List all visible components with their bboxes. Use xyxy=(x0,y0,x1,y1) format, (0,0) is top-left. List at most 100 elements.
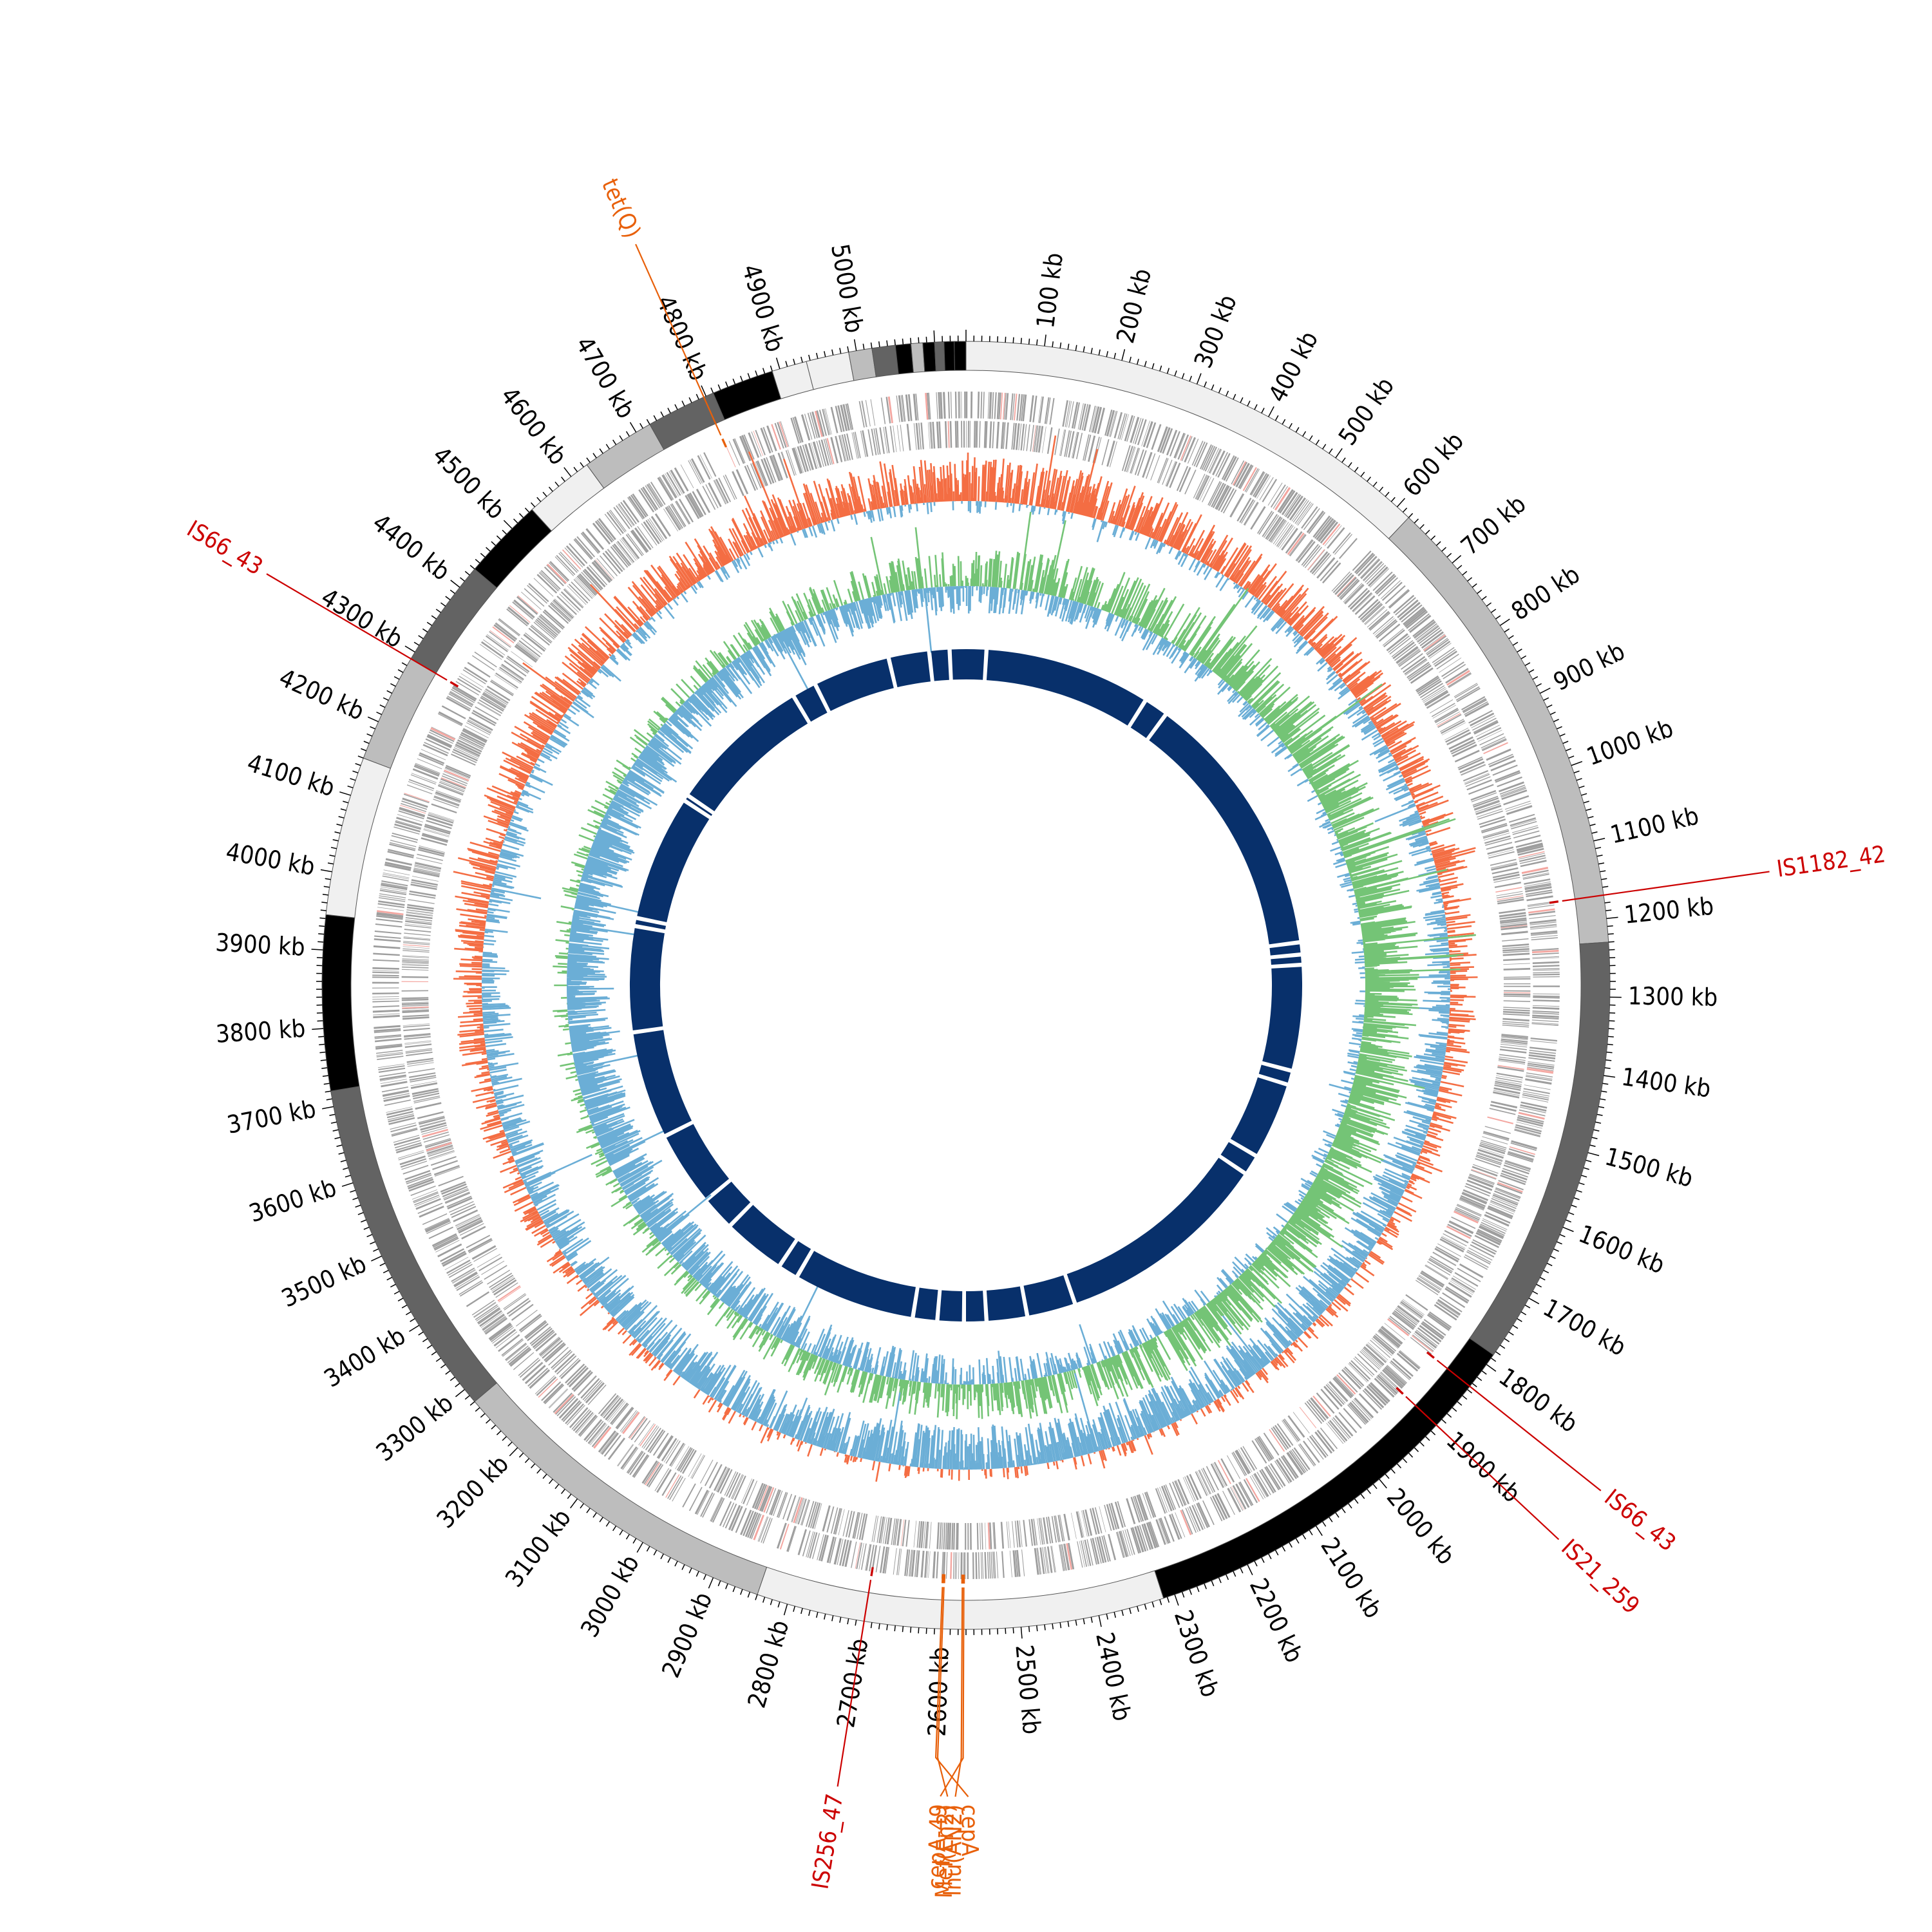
alignment-block xyxy=(633,1030,692,1134)
feature-leader-line xyxy=(635,243,722,436)
tick-label: 2700 kb xyxy=(831,1636,873,1730)
tick-label: 400 kb xyxy=(1263,327,1323,406)
feature-leader-line xyxy=(1405,1396,1560,1540)
feature-label: lnu(AN2) xyxy=(940,1804,967,1897)
tick-label: 100 kb xyxy=(1031,251,1068,330)
contig-segment xyxy=(806,352,855,390)
tick-label: 1500 kb xyxy=(1602,1142,1696,1193)
feature-leader-line xyxy=(1562,871,1770,902)
contig-segment xyxy=(934,341,945,372)
feature-leader-line xyxy=(940,1587,965,1797)
feature-label: IS256_47 xyxy=(807,1792,848,1891)
alignment-block xyxy=(1023,1275,1074,1316)
alignment-block xyxy=(795,685,828,722)
alignment-block xyxy=(931,649,949,681)
alignment-block xyxy=(939,1290,963,1321)
tick-label: 1000 kb xyxy=(1583,714,1677,771)
alignment-block xyxy=(1130,702,1164,739)
contig-segment xyxy=(922,341,936,372)
alignment-block xyxy=(1258,1065,1291,1083)
tick-label: 4700 kb xyxy=(570,332,640,423)
alignment-block xyxy=(686,797,713,817)
gc-skew-positive xyxy=(453,435,1478,1482)
tick-label: 3200 kb xyxy=(431,1450,515,1534)
alignment-block xyxy=(986,1286,1026,1321)
tick-label: 1900 kb xyxy=(1441,1426,1526,1508)
tick-label: 4900 kb xyxy=(737,261,790,355)
tick-label: 200 kb xyxy=(1111,266,1157,346)
contig-segment xyxy=(895,343,914,375)
feature-marker xyxy=(721,438,728,448)
alignment-block xyxy=(637,802,710,922)
feature-label: cepA xyxy=(956,1804,983,1857)
alignment-ring xyxy=(630,649,1302,1321)
feature-leader-line xyxy=(837,1580,872,1787)
contig-segment xyxy=(321,914,360,1092)
alignment-block xyxy=(1066,1157,1244,1303)
tick-label: 300 kb xyxy=(1189,291,1242,372)
contig-ring xyxy=(321,341,1611,1630)
feature-leader-line xyxy=(954,1587,963,1797)
contig-segment xyxy=(910,342,925,374)
contig-segment xyxy=(871,345,899,377)
alignment-block xyxy=(817,658,894,712)
tick-label: 3600 kb xyxy=(245,1173,339,1228)
tick-label: 2200 kb xyxy=(1244,1574,1309,1667)
tick-label: 4300 kb xyxy=(316,583,408,654)
gc-content-negative xyxy=(566,585,1365,1385)
feature-label: IS1182_42 xyxy=(1775,841,1887,882)
tick-label: 2100 kb xyxy=(1315,1533,1388,1624)
tick-label: 3900 kb xyxy=(214,928,306,961)
alignment-block xyxy=(890,651,931,688)
tick-label: 1200 kb xyxy=(1623,892,1715,929)
alignment-block xyxy=(966,1291,985,1321)
tick-label: 1400 kb xyxy=(1620,1063,1712,1103)
feature-label: IS21_259 xyxy=(1556,1535,1644,1620)
alignment-block xyxy=(732,1204,795,1264)
feature-leader-line xyxy=(266,573,448,681)
tick-label: 500 kb xyxy=(1333,372,1400,451)
feature-label: IS66_43 xyxy=(182,516,267,581)
tick-label: 5000 kb xyxy=(826,242,869,336)
tick-label: 1100 kb xyxy=(1607,801,1701,849)
tick-label: 2000 kb xyxy=(1381,1483,1461,1570)
tick-label: 4000 kb xyxy=(223,837,317,881)
scale-ticks xyxy=(311,330,1622,1641)
tick-label: 600 kb xyxy=(1397,427,1469,502)
alignment-block xyxy=(951,649,966,680)
gc-skew-track xyxy=(453,435,1478,1482)
alignment-block xyxy=(635,920,667,930)
contig-segment xyxy=(712,370,782,421)
contig-segment xyxy=(586,424,665,489)
contig-segment xyxy=(531,464,605,532)
alignment-block xyxy=(689,697,808,811)
feature-marker xyxy=(870,1567,874,1577)
alignment-block xyxy=(986,650,1144,726)
alignment-block xyxy=(1230,1077,1287,1154)
alignment-block xyxy=(799,1251,916,1317)
feature-marker xyxy=(943,1574,946,1584)
feature-label: IS66_43 xyxy=(1599,1484,1680,1557)
tick-label: 3800 kb xyxy=(215,1014,307,1048)
gc-skew-negative xyxy=(482,501,1451,1470)
alignment-block xyxy=(1271,956,1302,965)
tick-label: 4800 kb xyxy=(651,291,714,384)
feature-leader-line xyxy=(1436,1359,1602,1492)
feature-label: Mef(En2) xyxy=(931,1804,960,1899)
tick-label: 4500 kb xyxy=(427,441,510,525)
tick-label: 900 kb xyxy=(1549,637,1629,697)
alignment-block xyxy=(666,1124,730,1198)
tick-label: 1800 kb xyxy=(1493,1362,1583,1438)
alignment-block xyxy=(1220,1142,1255,1172)
tick-label: 2300 kb xyxy=(1169,1607,1225,1701)
tick-label: 1600 kb xyxy=(1575,1219,1669,1279)
alignment-block xyxy=(630,928,665,1030)
tick-label: 4100 kb xyxy=(244,748,338,802)
alignment-block xyxy=(1269,944,1301,956)
tick-label: 800 kb xyxy=(1506,560,1585,626)
gc-content-track xyxy=(553,511,1476,1419)
tick-label: 2900 kb xyxy=(656,1588,717,1681)
tick-label: 2500 kb xyxy=(1010,1643,1046,1736)
alignment-block xyxy=(781,1241,811,1275)
